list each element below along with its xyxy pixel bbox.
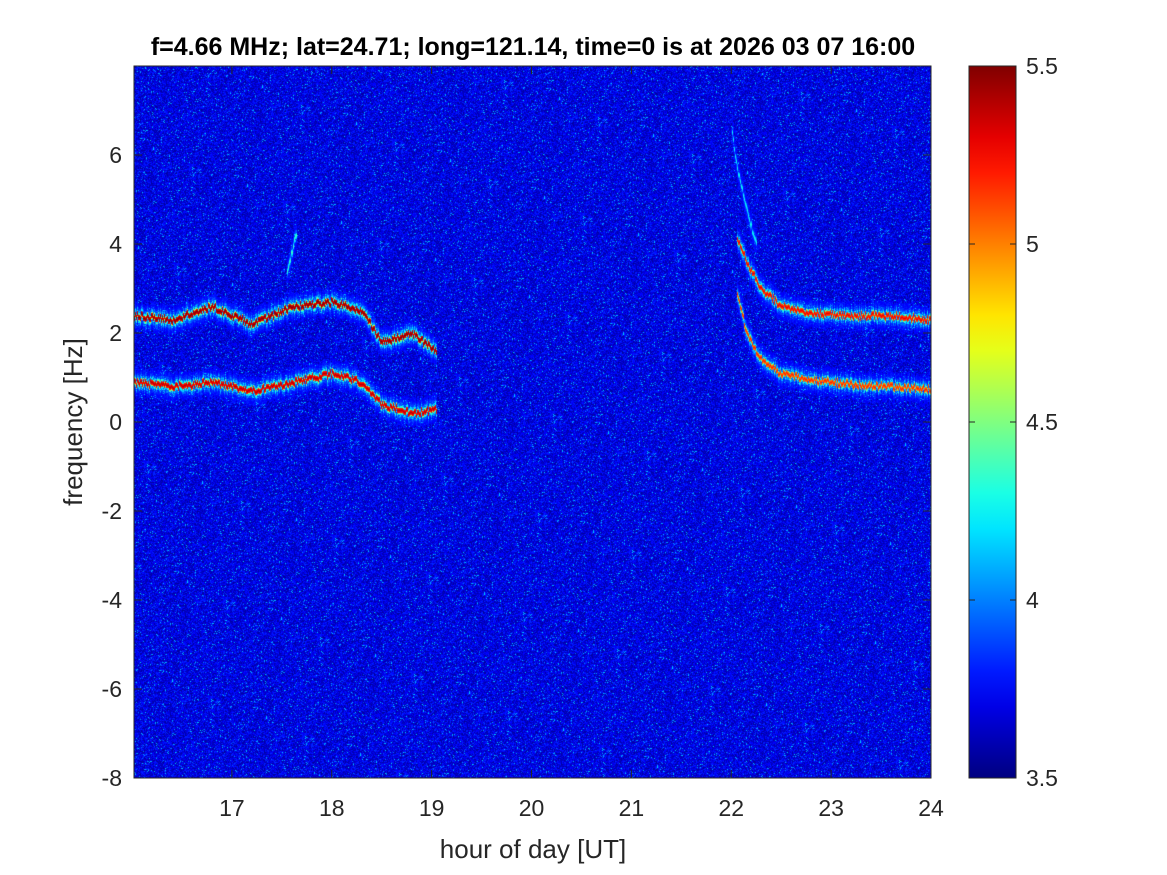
colorbar-ticks: 3.5 4 4.5 5 5.5 — [969, 53, 1058, 791]
x-tick-label: 17 — [219, 795, 245, 821]
colorbar-tick-label: 4 — [1026, 587, 1039, 613]
colorbar-gradient — [968, 65, 1017, 779]
x-tick-label: 21 — [619, 795, 645, 821]
x-tick-label: 20 — [519, 795, 545, 821]
x-axis: 17 18 19 20 21 22 23 24 — [219, 66, 944, 821]
chart-title: f=4.66 MHz; lat=24.71; long=121.14, time… — [151, 33, 915, 61]
y-tick-label: -8 — [102, 765, 122, 791]
y-tick-label: -4 — [102, 587, 123, 613]
x-tick-label: 23 — [818, 795, 844, 821]
x-tick-label: 22 — [718, 795, 744, 821]
x-tick-label: 24 — [918, 795, 944, 821]
y-axis-label: frequency [Hz] — [58, 338, 88, 506]
plot-area — [133, 65, 932, 779]
colorbar-tick-label: 4.5 — [1026, 409, 1058, 435]
y-tick-label: 2 — [109, 320, 122, 346]
x-tick-label: 19 — [419, 795, 445, 821]
y-tick-label: 4 — [109, 231, 122, 257]
colorbar-tick-label: 5 — [1026, 231, 1039, 257]
x-tick-label: 18 — [319, 795, 345, 821]
colorbar-tick-label: 5.5 — [1026, 53, 1058, 79]
y-tick-label: -6 — [102, 676, 122, 702]
y-tick-label: 6 — [109, 142, 122, 168]
y-tick-label: 0 — [109, 409, 122, 435]
x-axis-label: hour of day [UT] — [440, 834, 626, 864]
y-axis: -8 -6 -4 -2 0 2 4 6 — [102, 142, 931, 791]
colorbar-tick-label: 3.5 — [1026, 765, 1058, 791]
y-tick-label: -2 — [102, 498, 122, 524]
colorbar: 3.5 4 4.5 5 5.5 — [968, 53, 1058, 791]
spectrogram-heatmap — [134, 66, 931, 778]
